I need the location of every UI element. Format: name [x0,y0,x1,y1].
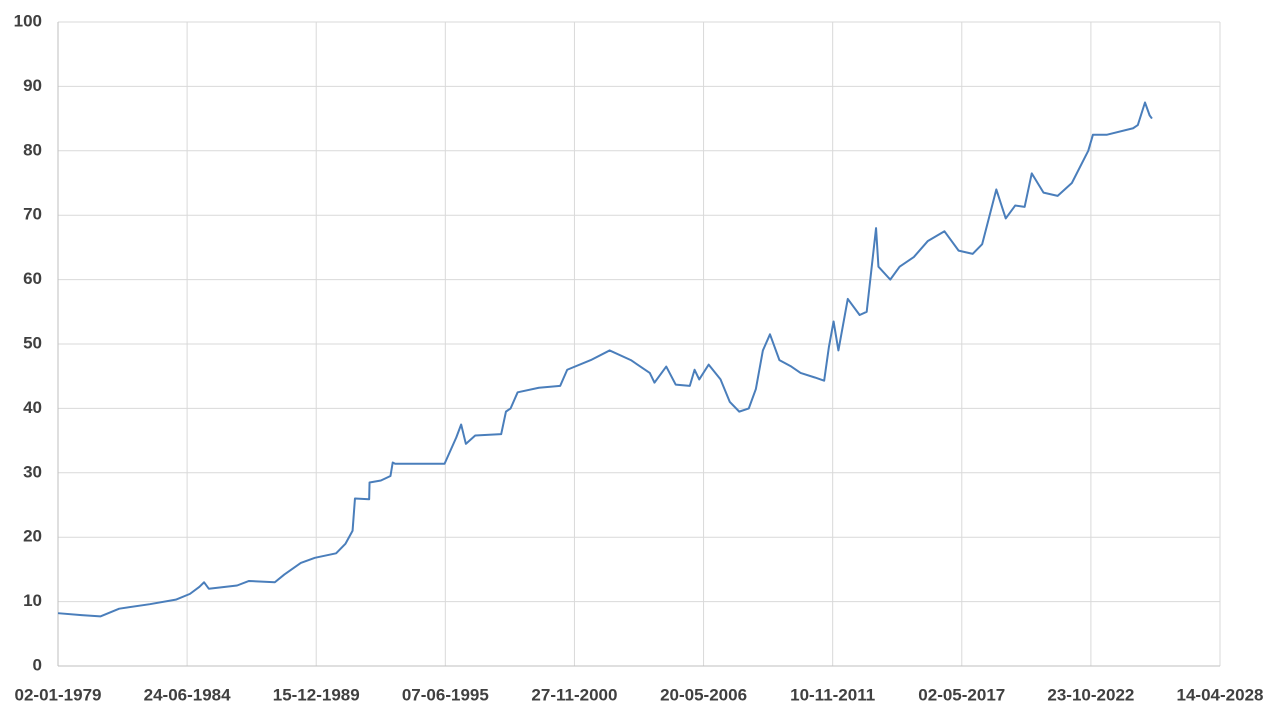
x-tick-label: 20-05-2006 [660,685,747,704]
y-tick-label: 80 [23,140,42,159]
y-tick-label: 100 [14,11,42,30]
y-tick-label: 50 [23,333,42,352]
y-tick-label: 0 [33,655,42,674]
x-tick-label: 07-06-1995 [402,685,489,704]
x-tick-label: 23-10-2022 [1047,685,1134,704]
x-tick-label: 02-05-2017 [918,685,1005,704]
y-tick-label: 70 [23,205,42,224]
x-tick-label: 10-11-2011 [790,685,875,704]
y-tick-label: 90 [23,76,42,95]
x-tick-label: 14-04-2028 [1177,685,1264,704]
y-tick-label: 10 [23,591,42,610]
x-tick-label: 15-12-1989 [273,685,360,704]
y-tick-label: 40 [23,398,42,417]
y-tick-label: 60 [23,269,42,288]
x-tick-label: 27-11-2000 [531,685,617,704]
y-tick-label: 20 [23,527,42,546]
y-tick-label: 30 [23,462,42,481]
data-line [57,101,1153,618]
x-tick-label: 24-06-1984 [144,685,232,704]
x-tick-label: 02-01-1979 [15,685,102,704]
